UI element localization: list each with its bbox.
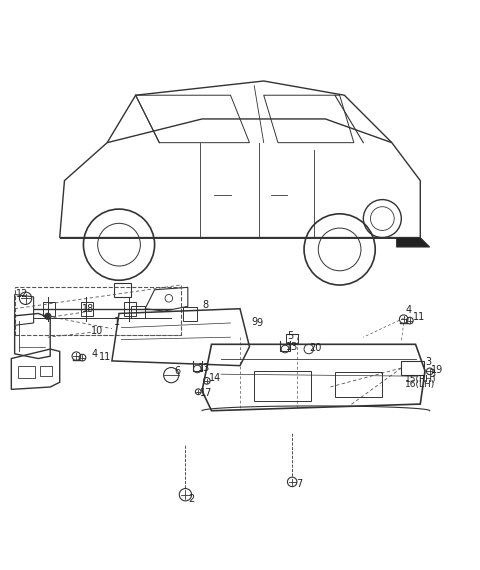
Bar: [43, 302, 55, 316]
Text: 11: 11: [413, 312, 425, 322]
Text: 15(RH): 15(RH): [405, 376, 436, 384]
Text: 7: 7: [296, 479, 302, 489]
Circle shape: [45, 313, 51, 320]
Text: 13: 13: [198, 363, 210, 373]
Text: 3: 3: [425, 357, 432, 367]
Text: 4: 4: [91, 349, 97, 359]
Bar: [131, 306, 145, 318]
Text: 2: 2: [189, 494, 195, 503]
Bar: [183, 307, 197, 320]
Text: 19: 19: [431, 365, 444, 376]
Text: 9: 9: [256, 318, 262, 328]
Text: 6: 6: [174, 367, 180, 376]
Text: 13: 13: [286, 341, 298, 352]
Text: 18: 18: [82, 304, 94, 314]
Text: 1: 1: [114, 316, 120, 327]
Text: 3: 3: [429, 369, 435, 379]
Bar: [335, 372, 383, 397]
Text: 8: 8: [203, 300, 209, 311]
Bar: [124, 302, 136, 316]
Bar: [14, 287, 180, 335]
Text: 10: 10: [91, 327, 103, 336]
Bar: [401, 361, 424, 375]
Polygon shape: [396, 238, 430, 247]
Text: 11: 11: [99, 352, 111, 362]
Bar: [81, 302, 93, 316]
Text: 17: 17: [200, 388, 212, 398]
Text: 4: 4: [406, 305, 411, 315]
Text: 14: 14: [209, 373, 221, 384]
Bar: [18, 366, 35, 377]
Text: 9: 9: [251, 317, 257, 327]
Text: 16(LH): 16(LH): [405, 380, 435, 389]
Text: 12: 12: [15, 288, 28, 299]
Text: 20: 20: [309, 343, 321, 353]
Bar: [254, 371, 311, 401]
Text: 5: 5: [287, 331, 293, 341]
Bar: [40, 366, 52, 376]
